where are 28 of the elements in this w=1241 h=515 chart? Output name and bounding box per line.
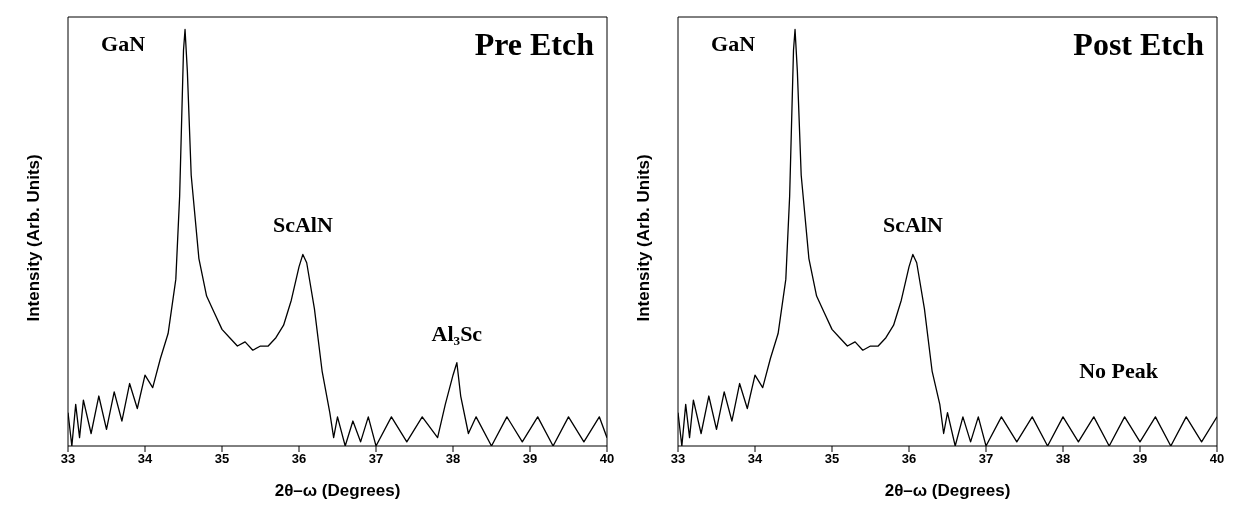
x-tick-label: 37 — [368, 451, 384, 467]
annotation: ScAlN — [882, 212, 943, 238]
x-tick-label: 37 — [978, 451, 994, 467]
chart-title: Pre Etch — [474, 26, 594, 63]
x-tick-label: 40 — [599, 451, 615, 467]
x-tick-label: 33 — [670, 451, 686, 467]
x-tick-label: 39 — [522, 451, 538, 467]
annotation: GaN — [101, 31, 146, 57]
x-tick-label: 38 — [1055, 451, 1071, 467]
x-tick-label: 34 — [747, 451, 763, 467]
x-tick-label: 40 — [1209, 451, 1225, 467]
x-tick-label: 38 — [445, 451, 461, 467]
x-tick-label: 36 — [901, 451, 917, 467]
x-tick-label: 35 — [824, 451, 840, 467]
annotation: ScAlN — [272, 212, 333, 238]
x-tick-label: 35 — [214, 451, 230, 467]
x-axis-title: 2θ–ω (Degrees) — [884, 481, 1011, 500]
x-tick-label: 36 — [291, 451, 307, 467]
y-axis-title: Intensity (Arb. Units) — [634, 154, 654, 322]
x-tick-label: 34 — [137, 451, 153, 467]
chart-title: Post Etch — [1073, 26, 1204, 63]
x-axis-title: 2θ–ω (Degrees) — [274, 481, 401, 500]
x-tick-label: 39 — [1132, 451, 1148, 467]
annotation: GaN — [711, 31, 756, 57]
x-tick-label: 33 — [60, 451, 76, 467]
annotation: No Peak — [1079, 358, 1158, 384]
annotation: Al₃Sc — [431, 320, 483, 346]
y-axis-title: Intensity (Arb. Units) — [24, 154, 44, 322]
